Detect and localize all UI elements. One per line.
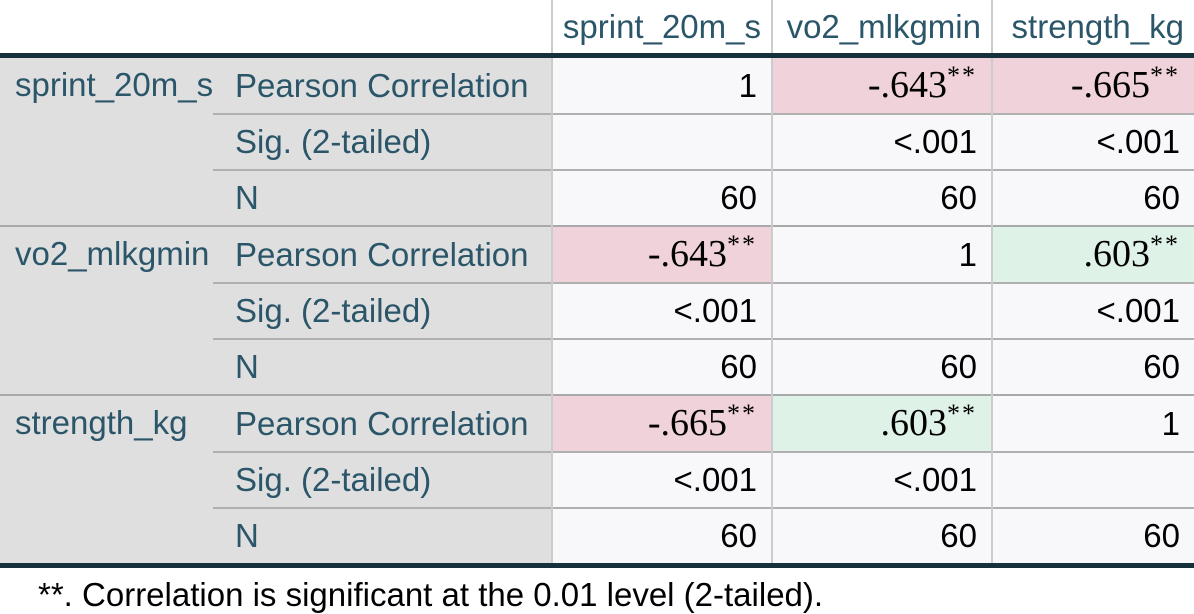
row-group-strength-kg: strength_kg [0,394,213,568]
header-row: sprint_20m_s vo2_mlkgmin strength_kg [0,0,1194,58]
cell-sprint-sprint-pearson: 1 [551,55,772,114]
cell-strength-vo2-n: 60 [771,507,992,568]
table-row: N 60 60 60 [0,338,1194,395]
table-row: strength_kg Pearson Correlation -.665** … [0,394,1194,568]
cell-strength-strength-n: 60 [991,507,1194,568]
header-corner [0,0,552,58]
cell-vo2-sprint-pearson: -.643** [551,225,772,283]
stat-label-n: N [213,338,552,395]
stat-label-pearson: Pearson Correlation [213,225,552,283]
cell-sprint-strength-pearson: -.665** [991,55,1194,114]
correlation-value: -.643 [647,233,727,275]
row-group-sprint-20m-s: sprint_20m_s [0,55,213,226]
stat-label-sig: Sig. (2-tailed) [213,113,552,170]
table-row: Sig. (2-tailed) <.001 <.001 [0,451,1194,508]
column-header-vo2-mlkgmin: vo2_mlkgmin [771,0,992,58]
cell-sprint-vo2-sig: <.001 [771,113,992,170]
correlation-value: -.643 [867,64,947,106]
cell-vo2-strength-pearson: .603** [991,225,1194,283]
table-row: Sig. (2-tailed) <.001 <.001 [0,113,1194,170]
cell-sprint-vo2-pearson: -.643** [771,55,992,114]
cell-strength-strength-sig [991,451,1194,508]
table-row: vo2_mlkgmin Pearson Correlation -.643** … [0,225,1194,395]
stat-label-n: N [213,169,552,226]
cell-strength-strength-pearson: 1 [991,394,1194,452]
cell-vo2-vo2-n: 60 [771,338,992,395]
table-row: N 60 60 60 [0,507,1194,568]
stat-label-sig: Sig. (2-tailed) [213,451,552,508]
stat-label-sig: Sig. (2-tailed) [213,282,552,339]
cell-strength-sprint-n: 60 [551,507,772,568]
correlation-value: .603 [1083,233,1151,275]
table-row: sprint_20m_s Pearson Correlation 1 -.643… [0,55,1194,226]
cell-vo2-vo2-sig [771,282,992,339]
column-header-strength-kg: strength_kg [991,0,1194,58]
table-row: N 60 60 60 [0,169,1194,226]
cell-strength-vo2-pearson: .603** [771,394,992,452]
correlations-table: sprint_20m_s vo2_mlkgmin strength_kg spr… [0,0,1194,568]
cell-vo2-sprint-n: 60 [551,338,772,395]
table-footnote: **. Correlation is significant at the 0.… [0,568,1194,614]
correlation-value: -.665 [1070,64,1150,106]
correlation-value: .603 [880,402,948,444]
cell-vo2-sprint-sig: <.001 [551,282,772,339]
correlation-value: -.665 [647,402,727,444]
stat-label-pearson: Pearson Correlation [213,394,552,452]
table-row: Sig. (2-tailed) <.001 <.001 [0,282,1194,339]
stat-label-n: N [213,507,552,568]
column-header-sprint-20m-s: sprint_20m_s [551,0,772,58]
cell-vo2-strength-n: 60 [991,338,1194,395]
stat-label-pearson: Pearson Correlation [213,55,552,114]
cell-strength-sprint-sig: <.001 [551,451,772,508]
cell-strength-vo2-sig: <.001 [771,451,992,508]
cell-vo2-strength-sig: <.001 [991,282,1194,339]
cell-strength-sprint-pearson: -.665** [551,394,772,452]
cell-sprint-sprint-sig [551,113,772,170]
cell-sprint-strength-sig: <.001 [991,113,1194,170]
cell-sprint-sprint-n: 60 [551,169,772,226]
cell-sprint-vo2-n: 60 [771,169,992,226]
row-group-vo2-mlkgmin: vo2_mlkgmin [0,225,213,395]
cell-sprint-strength-n: 60 [991,169,1194,226]
cell-vo2-vo2-pearson: 1 [771,225,992,283]
